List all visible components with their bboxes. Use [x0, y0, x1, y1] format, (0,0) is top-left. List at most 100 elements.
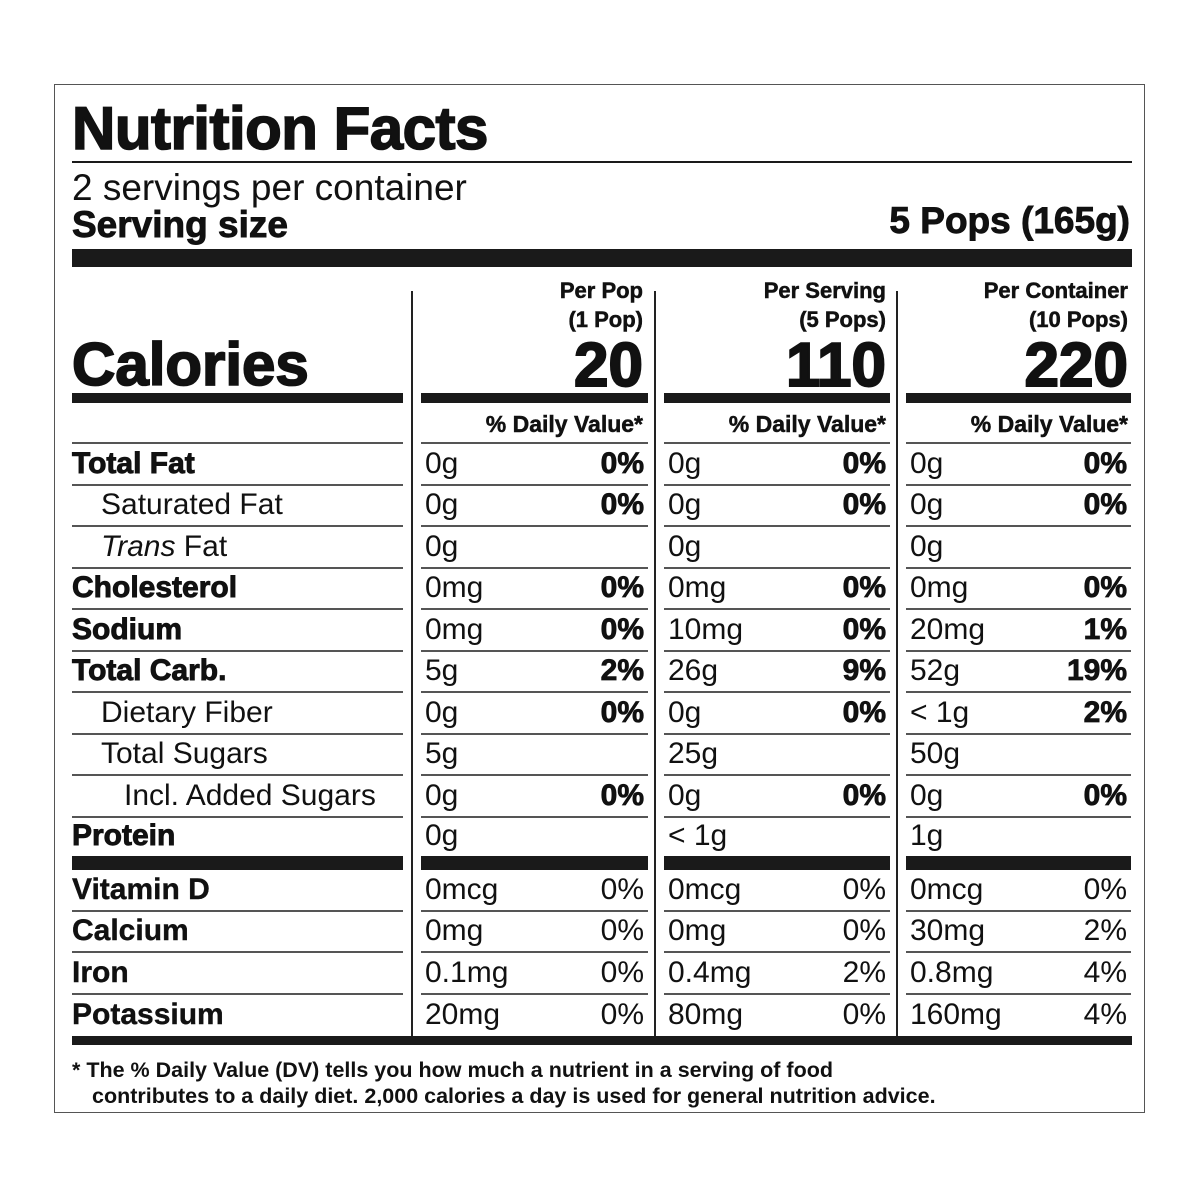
micronutrient-cell: 0mcg 0% [421, 870, 648, 912]
dv-divider-col1 [421, 442, 648, 444]
micronutrient-cell: 0.4mg 2% [664, 953, 890, 995]
micronutrient-cell: 80mg 0% [664, 995, 890, 1037]
nutrient-row-total-sugars: Total Sugars [72, 735, 403, 776]
percent-dv: 19% [1066, 654, 1128, 688]
micronutrient-cell: 0mcg 0% [664, 870, 890, 912]
nutrient-row-cholesterol: Cholesterol [72, 569, 403, 610]
percent-dv: 0% [600, 488, 644, 522]
percent-dv: 0% [842, 778, 886, 812]
label-title: Nutrition Facts [71, 95, 489, 163]
calories-per-container: 220 [1024, 331, 1129, 400]
percent-dv: 0% [600, 872, 644, 906]
column-heading-line1: Per Container [983, 278, 1128, 304]
column-heading-line1: Per Serving [763, 278, 886, 304]
nutrient-name: Incl. Added Sugars [124, 778, 376, 812]
nutrient-name-italic: Trans [101, 529, 176, 563]
calories-divider-col2 [664, 393, 890, 403]
nutrient-cell: 0g [664, 527, 890, 569]
protein-divider-col1 [421, 856, 648, 870]
percent-dv: 2% [1083, 914, 1127, 948]
nutrient-cell: 0g 0% [664, 486, 890, 527]
percent-dv: 0% [842, 695, 886, 729]
amount: 0g [668, 778, 702, 812]
percent-dv: 0% [600, 695, 644, 729]
amount: 5g [425, 737, 459, 771]
amount: 1g [910, 818, 944, 852]
amount: 0g [910, 446, 944, 480]
amount: 0g [668, 488, 702, 522]
thick-divider-bottom [72, 1036, 1132, 1045]
daily-value-header-col3: % Daily Value* [970, 411, 1129, 438]
title-divider [72, 161, 1132, 163]
column-heading-per-serving: Per Serving (5 Pops) [664, 276, 886, 334]
percent-dv: 4% [1083, 955, 1127, 989]
amount: 0mg [668, 571, 727, 605]
amount: 0mg [425, 571, 484, 605]
nutrient-cell: 26g 9% [664, 652, 890, 693]
amount: 50g [910, 737, 961, 771]
nutrient-cell: 0mg 0% [421, 569, 648, 610]
amount: 0g [425, 529, 459, 563]
nutrient-cell: < 1g [664, 815, 890, 857]
amount: 0.1mg [425, 955, 509, 989]
amount: 30mg [910, 914, 986, 948]
amount: 160mg [910, 998, 1002, 1032]
amount: 20mg [425, 998, 501, 1032]
percent-dv: 0% [600, 446, 644, 480]
nutrient-name: Total Sugars [101, 737, 268, 771]
percent-dv: 0% [842, 612, 886, 646]
calories-divider-col3 [906, 393, 1131, 403]
footnote-line-1: * The % Daily Value (DV) tells you how m… [72, 1058, 833, 1082]
amount: 0g [910, 488, 944, 522]
nutrient-row-dietary-fiber: Dietary Fiber [72, 693, 403, 735]
nutrient-cell: 0g 0% [906, 776, 1131, 818]
micronutrient-row-calcium: Calcium [72, 912, 403, 953]
percent-dv: 0% [600, 914, 644, 948]
nutrient-cell: 0g 0% [421, 444, 648, 486]
nutrient-name: Sodium [72, 612, 183, 646]
amount: 0g [425, 446, 459, 480]
micronutrient-cell: 0.1mg 0% [421, 953, 648, 995]
micronutrient-name: Iron [72, 955, 129, 989]
column-divider-1 [411, 291, 413, 1037]
nutrient-cell: 0g 0% [664, 444, 890, 486]
nutrient-name: Total Fat [72, 446, 196, 480]
percent-dv: 0% [842, 571, 886, 605]
percent-dv: 0% [842, 446, 886, 480]
percent-dv: 0% [600, 571, 644, 605]
micronutrient-cell: 0mcg 0% [906, 870, 1131, 912]
amount: 25g [668, 737, 719, 771]
micronutrient-cell: 30mg 2% [906, 912, 1131, 953]
protein-divider-label [72, 856, 403, 870]
nutrient-cell: 0g 0% [421, 693, 648, 735]
amount: 0mcg [425, 872, 499, 906]
amount: 5g [425, 654, 459, 688]
nutrient-name: Protein [72, 818, 176, 852]
nutrient-row-total-fat: Total Fat [72, 444, 403, 486]
percent-dv: 2% [600, 654, 644, 688]
dv-divider-col2 [664, 442, 890, 444]
calories-divider-label [72, 393, 403, 403]
percent-dv: 1% [1083, 612, 1127, 646]
amount: 52g [910, 654, 961, 688]
amount: 0g [425, 818, 459, 852]
percent-dv: 0% [842, 998, 886, 1032]
amount: 0g [668, 446, 702, 480]
nutrient-cell: 0mg 0% [906, 569, 1131, 610]
nutrient-row-protein: Protein [72, 815, 403, 857]
percent-dv: 0% [1083, 872, 1127, 906]
percent-dv: 0% [1083, 488, 1127, 522]
nutrient-cell: 0g [421, 815, 648, 857]
amount: 0mg [668, 914, 727, 948]
dv-divider-label [72, 442, 403, 444]
nutrient-cell: 52g 19% [906, 652, 1131, 693]
serving-size-label: Serving size [72, 204, 289, 246]
column-heading-line2: (1 Pop) [568, 307, 643, 333]
dv-divider-col3 [906, 442, 1131, 444]
nutrient-cell: 0g 0% [421, 776, 648, 818]
nutrient-cell: 0g 0% [906, 444, 1131, 486]
column-divider-3 [896, 291, 898, 1037]
nutrient-cell: 0g [906, 527, 1131, 569]
percent-dv: 0% [600, 955, 644, 989]
nutrient-row-added-sugars: Incl. Added Sugars [72, 776, 403, 818]
